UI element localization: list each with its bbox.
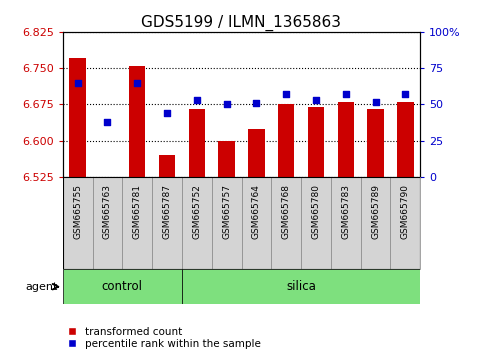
Point (104, 119, 112, 125)
FancyBboxPatch shape (93, 177, 122, 269)
Text: GSM665752: GSM665752 (192, 184, 201, 239)
Bar (70, 58, 86, 177)
Text: GSM665781: GSM665781 (133, 184, 142, 239)
Point (253, 100, 260, 106)
Point (312, 97, 320, 103)
Bar (189, 109, 205, 177)
Title: GDS5199 / ILMN_1365863: GDS5199 / ILMN_1365863 (142, 14, 341, 30)
FancyBboxPatch shape (182, 177, 212, 269)
Bar (368, 109, 384, 177)
FancyBboxPatch shape (301, 177, 331, 269)
Text: GSM665757: GSM665757 (222, 184, 231, 239)
Text: GSM665755: GSM665755 (73, 184, 82, 239)
Bar (308, 107, 324, 177)
Text: GSM665783: GSM665783 (341, 184, 350, 239)
Text: GSM665789: GSM665789 (371, 184, 380, 239)
Text: GSM665763: GSM665763 (103, 184, 112, 239)
Point (74, 80, 82, 86)
Text: GSM665790: GSM665790 (401, 184, 410, 239)
Point (133, 80, 141, 86)
Legend: transformed count, percentile rank within the sample: transformed count, percentile rank withi… (68, 327, 260, 349)
Point (163, 110, 171, 116)
Bar (338, 102, 354, 177)
Point (342, 91, 350, 97)
Text: agent: agent (26, 282, 58, 292)
Bar (129, 66, 145, 177)
Bar (248, 129, 265, 177)
Point (193, 97, 201, 103)
Point (282, 91, 290, 97)
Bar (278, 104, 294, 177)
Bar (397, 102, 413, 177)
Text: GSM665780: GSM665780 (312, 184, 320, 239)
FancyBboxPatch shape (361, 177, 390, 269)
FancyBboxPatch shape (182, 269, 420, 304)
FancyBboxPatch shape (212, 177, 242, 269)
FancyBboxPatch shape (152, 177, 182, 269)
FancyBboxPatch shape (63, 177, 93, 269)
Point (401, 91, 409, 97)
Text: GSM665768: GSM665768 (282, 184, 291, 239)
FancyBboxPatch shape (331, 177, 361, 269)
Text: silica: silica (286, 280, 316, 293)
FancyBboxPatch shape (242, 177, 271, 269)
Point (372, 99, 380, 104)
Text: GSM665764: GSM665764 (252, 184, 261, 239)
FancyBboxPatch shape (271, 177, 301, 269)
FancyBboxPatch shape (63, 269, 182, 304)
Text: GSM665787: GSM665787 (163, 184, 171, 239)
Bar (159, 155, 175, 177)
FancyBboxPatch shape (122, 177, 152, 269)
Point (223, 102, 230, 107)
FancyBboxPatch shape (390, 177, 420, 269)
Text: control: control (102, 280, 143, 293)
Bar (218, 141, 235, 177)
